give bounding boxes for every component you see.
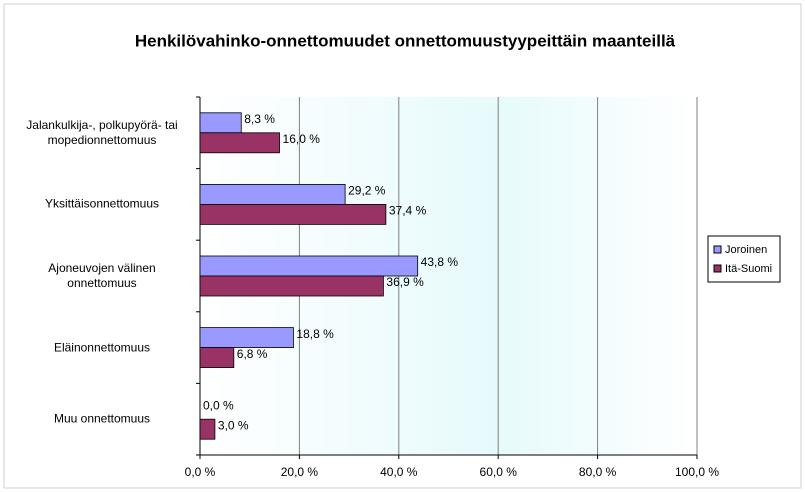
legend-label: Itä-Suomi — [725, 263, 772, 275]
data-label: 8,3 % — [244, 112, 275, 126]
legend-box — [707, 235, 781, 283]
x-tick-label: 20,0 % — [281, 465, 319, 479]
data-label: 6,8 % — [237, 347, 268, 361]
data-label: 16,0 % — [283, 132, 321, 146]
bar — [199, 255, 419, 277]
chart-frame — [3, 3, 802, 489]
chart-title: Henkilövahinko-onnettomuudet onnettomuus… — [135, 31, 676, 50]
data-label: 43,8 % — [421, 255, 459, 269]
bar — [199, 183, 346, 205]
x-tick-label: 60,0 % — [480, 465, 518, 479]
data-label: 3,0 % — [218, 418, 249, 432]
bar — [199, 327, 294, 349]
legend-swatch — [713, 264, 722, 273]
y-tick-label: Muu onnettomuus — [53, 411, 151, 426]
data-label: 0,0 % — [203, 398, 234, 412]
data-label: 37,4 % — [389, 204, 427, 218]
bar — [199, 203, 387, 225]
data-label: 18,8 % — [296, 327, 334, 341]
y-tick-label: Jalankulkija-, polkupyörä- tai mopedionn… — [26, 117, 178, 147]
bar — [199, 418, 216, 440]
x-tick-label: 0,0 % — [185, 465, 216, 479]
legend-swatch — [713, 245, 722, 254]
data-label: 29,2 % — [348, 184, 386, 198]
y-tick-label: Yksittäisonnettomuus — [44, 196, 160, 211]
bar — [199, 112, 242, 134]
bar — [199, 132, 280, 154]
data-label: 36,9 % — [386, 275, 424, 289]
y-tick-label: Ajoneuvojen välinen onnettomuus — [48, 261, 156, 290]
bar — [199, 275, 384, 297]
x-tick-label: 80,0 % — [579, 465, 617, 479]
x-tick-label: 100,0 % — [675, 465, 719, 479]
bar — [199, 347, 235, 369]
x-tick-label: 40,0 % — [380, 465, 418, 479]
y-tick-label: Eläinonnettomuus — [53, 340, 151, 355]
legend-label: Joroinen — [725, 244, 767, 256]
